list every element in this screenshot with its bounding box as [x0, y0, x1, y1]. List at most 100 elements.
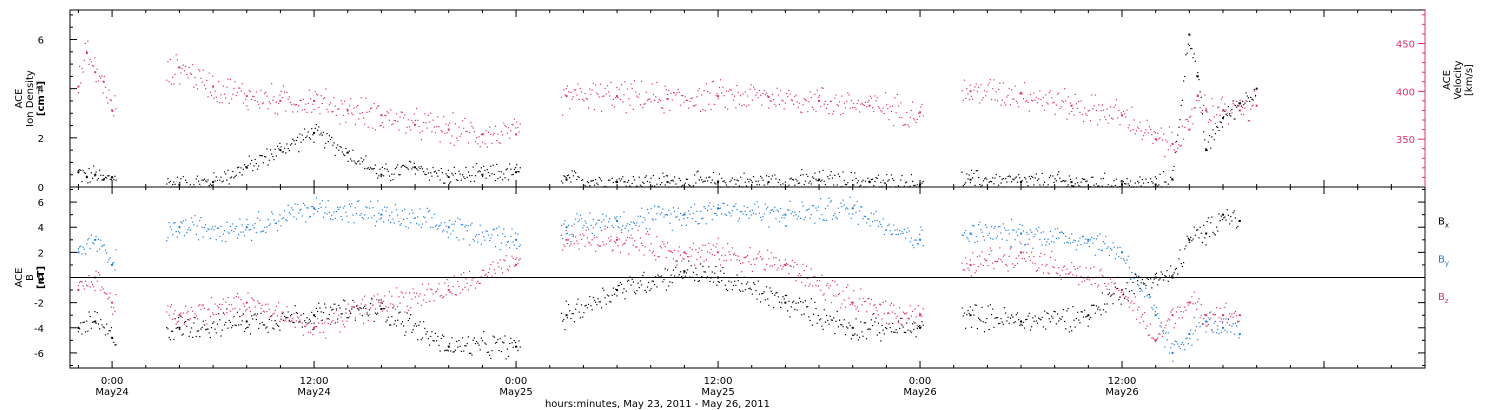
panel1-series-1-dot [101, 179, 103, 181]
panel2-by-dot [770, 209, 772, 211]
panel2-bz-dot [807, 277, 809, 280]
panel2-by-dot [258, 211, 260, 213]
panel2-bz-dot [489, 268, 491, 270]
panel1-series-1-dot [274, 148, 276, 150]
panel2-bz-dot [89, 286, 91, 288]
panel2-by-dot [1150, 296, 1152, 298]
panel1-series-2-dot [835, 94, 837, 96]
panel2-by-dot [725, 214, 728, 217]
panel2-by-dot [749, 210, 751, 212]
panel2-bz-dot [804, 285, 807, 287]
panel2-bx-dot [258, 327, 260, 329]
panel1-series-1-dot [1194, 60, 1197, 62]
panel1-series-1-dot [327, 141, 329, 143]
panel2-by-dot [988, 232, 990, 234]
panel2-by-dot [843, 204, 845, 206]
panel2-bz-dot [1039, 255, 1041, 258]
panel2-bz-dot [1069, 271, 1072, 273]
panel2-bx-dot [234, 324, 236, 326]
panel2-bx-point-6 [380, 307, 383, 310]
panel2-bx-dot [243, 330, 246, 333]
panel2-bx-dot [882, 329, 884, 331]
panel2-bx-dot [373, 320, 375, 322]
panel2-by-dot [732, 206, 735, 208]
panel2-bx-dot [966, 314, 968, 316]
panel1-series-1-dot [484, 169, 486, 172]
panel2-bz-dot [1104, 282, 1106, 285]
panel2-bx-dot [823, 309, 825, 311]
panel2-bz-dot [169, 306, 171, 308]
panel1-series-1-dot [830, 171, 832, 173]
panel2-bz-dot [989, 247, 991, 249]
panel1-series-1-dot [801, 169, 803, 171]
panel1-series-1-dot [372, 168, 374, 170]
panel1-series-2-dot [1106, 108, 1108, 110]
legend-by-subscript: y [1445, 259, 1449, 267]
panel2-by-dot [1165, 332, 1167, 334]
panel1-series-2-dot [413, 113, 415, 115]
panel2-by-dot [1197, 339, 1199, 341]
panel1-series-2-dot [823, 103, 825, 105]
panel2-bz-dot [626, 236, 629, 238]
panel2-by-dot [516, 247, 518, 250]
panel2-bx-dot [334, 322, 336, 324]
panel2-by-dot [93, 242, 95, 245]
panel2-bx-dot [1010, 314, 1013, 316]
panel1-series-2-dot [345, 121, 347, 123]
panel2-bz-dot [569, 245, 571, 247]
panel2-by-dot [722, 202, 724, 204]
panel2-bz-dot [188, 319, 190, 321]
panel2-bx-dot [650, 288, 652, 290]
panel2-by-dot [701, 218, 703, 220]
panel1-series-1-dot [88, 167, 90, 170]
panel1-series-1-dot [255, 162, 257, 165]
panel2-bz-dot [1068, 272, 1070, 275]
panel2-bz-dot [961, 262, 963, 264]
panel2-by-dot [855, 211, 857, 213]
panel1-series-2-dot [1031, 99, 1033, 101]
panel1-series-1-point-0 [77, 171, 80, 174]
panel2-bx-dot [674, 275, 676, 277]
panel2-bz-dot [1040, 252, 1042, 255]
panel2-by-dot [902, 232, 904, 234]
panel2-bz-dot [815, 284, 817, 287]
panel2-by-dot [1172, 360, 1174, 362]
panel2-bx-dot [721, 280, 723, 282]
panel1-series-1-dot [275, 155, 277, 157]
panel1-series-2-dot [1230, 110, 1232, 112]
panel2-bz-point-5 [313, 326, 316, 329]
panel2-bx-dot [196, 330, 199, 332]
panel2-bz-dot [729, 253, 731, 256]
panel2-bx-dot [613, 293, 616, 295]
panel1-series-2-dot [834, 97, 836, 99]
panel1-series-2-dot [492, 134, 494, 136]
panel2-bz-point-3 [178, 314, 181, 317]
panel2-bz-dot [1042, 272, 1045, 274]
panel2-by-dot [436, 224, 438, 226]
panel2-by-dot [577, 221, 579, 223]
panel1-series-2-dot [987, 84, 989, 86]
panel2-by-dot [1038, 226, 1040, 229]
panel2-bx-dot [241, 320, 243, 322]
panel2-by-dot [604, 225, 606, 227]
panel2-bx-dot [978, 317, 980, 319]
panel2-bx-dot [206, 328, 208, 330]
panel1-series-1-dot [1180, 104, 1182, 106]
panel1-series-1-point-32 [1205, 149, 1208, 152]
panel2-by-dot [743, 205, 745, 207]
panel2-by-dot [674, 210, 676, 213]
panel2-by-dot [299, 209, 301, 212]
panel1-series-1-dot [854, 172, 856, 174]
panel1-series-2-dot [366, 111, 368, 113]
panel1-series-2-dot [94, 57, 96, 59]
panel2-bz-dot [458, 285, 460, 288]
panel1-series-2-dot [665, 89, 667, 91]
panel2-by-dot [776, 209, 778, 211]
panel2-by-dot [1034, 233, 1036, 236]
panel2-bx-dot [1197, 229, 1199, 231]
panel2-by-dot [565, 233, 567, 235]
panel1-series-1-dot [1095, 183, 1098, 185]
panel1-series-1-dot [426, 168, 428, 170]
panel2-bx-dot [584, 305, 586, 307]
panel2-bz-dot [761, 258, 763, 261]
